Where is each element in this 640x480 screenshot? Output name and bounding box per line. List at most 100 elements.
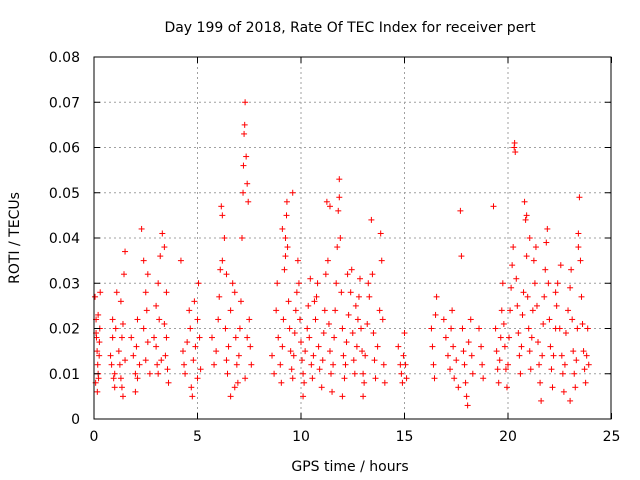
data-point-marker: [539, 352, 546, 359]
data-point-marker: [352, 302, 359, 309]
data-point-marker: [286, 325, 293, 332]
y-tick-label: 0.04: [49, 231, 80, 247]
data-points: [92, 99, 592, 409]
data-point-marker: [223, 357, 230, 364]
data-point-marker: [397, 361, 404, 368]
data-point-marker: [296, 316, 303, 323]
data-point-marker: [108, 361, 115, 368]
data-point-marker: [576, 194, 583, 201]
data-point-marker: [339, 325, 346, 332]
data-point-marker: [358, 325, 365, 332]
data-point-marker: [246, 316, 253, 323]
data-point-marker: [244, 180, 251, 187]
data-point-marker: [400, 352, 407, 359]
data-point-marker: [517, 370, 524, 377]
data-point-marker: [242, 99, 249, 106]
data-point-marker: [300, 370, 307, 377]
data-point-marker: [578, 293, 585, 300]
data-point-marker: [279, 343, 286, 350]
data-point-marker: [142, 289, 149, 296]
x-axis-label: GPS time / hours: [291, 459, 408, 475]
data-point-marker: [530, 257, 537, 264]
data-point-marker: [161, 320, 168, 327]
data-point-marker: [525, 325, 532, 332]
data-point-marker: [153, 343, 160, 350]
data-point-marker: [144, 271, 151, 278]
data-point-marker: [354, 316, 361, 323]
data-point-marker: [163, 334, 170, 341]
data-point-marker: [197, 366, 204, 373]
data-point-marker: [506, 334, 513, 341]
data-point-marker: [334, 244, 341, 251]
data-point-marker: [301, 379, 308, 386]
data-point-marker: [318, 384, 325, 391]
y-tick-label: 0.05: [49, 186, 80, 202]
data-point-marker: [97, 289, 104, 296]
data-point-marker: [320, 330, 327, 337]
data-point-marker: [312, 316, 319, 323]
data-point-marker: [94, 388, 101, 395]
data-point-marker: [165, 379, 172, 386]
data-point-marker: [128, 334, 135, 341]
data-point-marker: [338, 289, 345, 296]
data-point-marker: [306, 334, 313, 341]
data-point-marker: [497, 334, 504, 341]
data-point-marker: [453, 357, 460, 364]
data-point-marker: [309, 375, 316, 382]
data-point-marker: [313, 293, 320, 300]
data-point-marker: [215, 316, 222, 323]
x-tick-label: 25: [603, 429, 621, 445]
data-point-marker: [492, 325, 499, 332]
x-tick-label: 0: [90, 429, 99, 445]
data-point-marker: [319, 357, 326, 364]
data-point-marker: [350, 357, 357, 364]
data-point-marker: [240, 162, 247, 169]
data-point-marker: [343, 339, 350, 346]
data-point-marker: [351, 370, 358, 377]
data-point-marker: [348, 266, 355, 273]
data-point-marker: [295, 280, 302, 287]
data-point-marker: [111, 384, 118, 391]
data-point-marker: [163, 289, 170, 296]
data-point-marker: [330, 361, 337, 368]
data-point-marker: [275, 334, 282, 341]
data-point-marker: [574, 325, 581, 332]
data-point-marker: [502, 366, 509, 373]
data-point-marker: [581, 366, 588, 373]
data-point-marker: [377, 230, 384, 237]
data-point-marker: [189, 393, 196, 400]
data-point-marker: [271, 370, 278, 377]
data-point-marker: [496, 357, 503, 364]
data-point-marker: [308, 361, 315, 368]
data-point-marker: [359, 348, 366, 355]
data-point-marker: [304, 325, 311, 332]
data-point-marker: [245, 198, 252, 205]
data-point-marker: [224, 370, 231, 377]
data-point-marker: [368, 216, 375, 223]
data-point-marker: [444, 352, 451, 359]
data-point-marker: [288, 366, 295, 373]
data-point-marker: [196, 334, 203, 341]
data-point-marker: [469, 370, 476, 377]
y-tick-labels: 0 0.01 0.02 0.03 0.04 0.05 0.06 0.07 0.08: [49, 50, 80, 428]
data-point-marker: [323, 198, 330, 205]
x-tick-label: 10: [292, 429, 310, 445]
data-point-marker: [284, 244, 291, 251]
data-point-marker: [449, 307, 456, 314]
data-point-marker: [277, 361, 284, 368]
data-point-marker: [119, 320, 126, 327]
data-point-marker: [524, 293, 531, 300]
data-point-marker: [96, 339, 103, 346]
data-point-marker: [208, 334, 215, 341]
data-point-marker: [248, 361, 255, 368]
data-point-marker: [345, 311, 352, 318]
data-point-marker: [162, 352, 169, 359]
data-point-marker: [512, 149, 519, 156]
data-point-marker: [290, 352, 297, 359]
data-point-marker: [349, 330, 356, 337]
data-point-marker: [180, 348, 187, 355]
data-point-marker: [132, 388, 139, 395]
data-point-marker: [428, 325, 435, 332]
data-point-marker: [493, 348, 500, 355]
data-point-marker: [192, 343, 199, 350]
